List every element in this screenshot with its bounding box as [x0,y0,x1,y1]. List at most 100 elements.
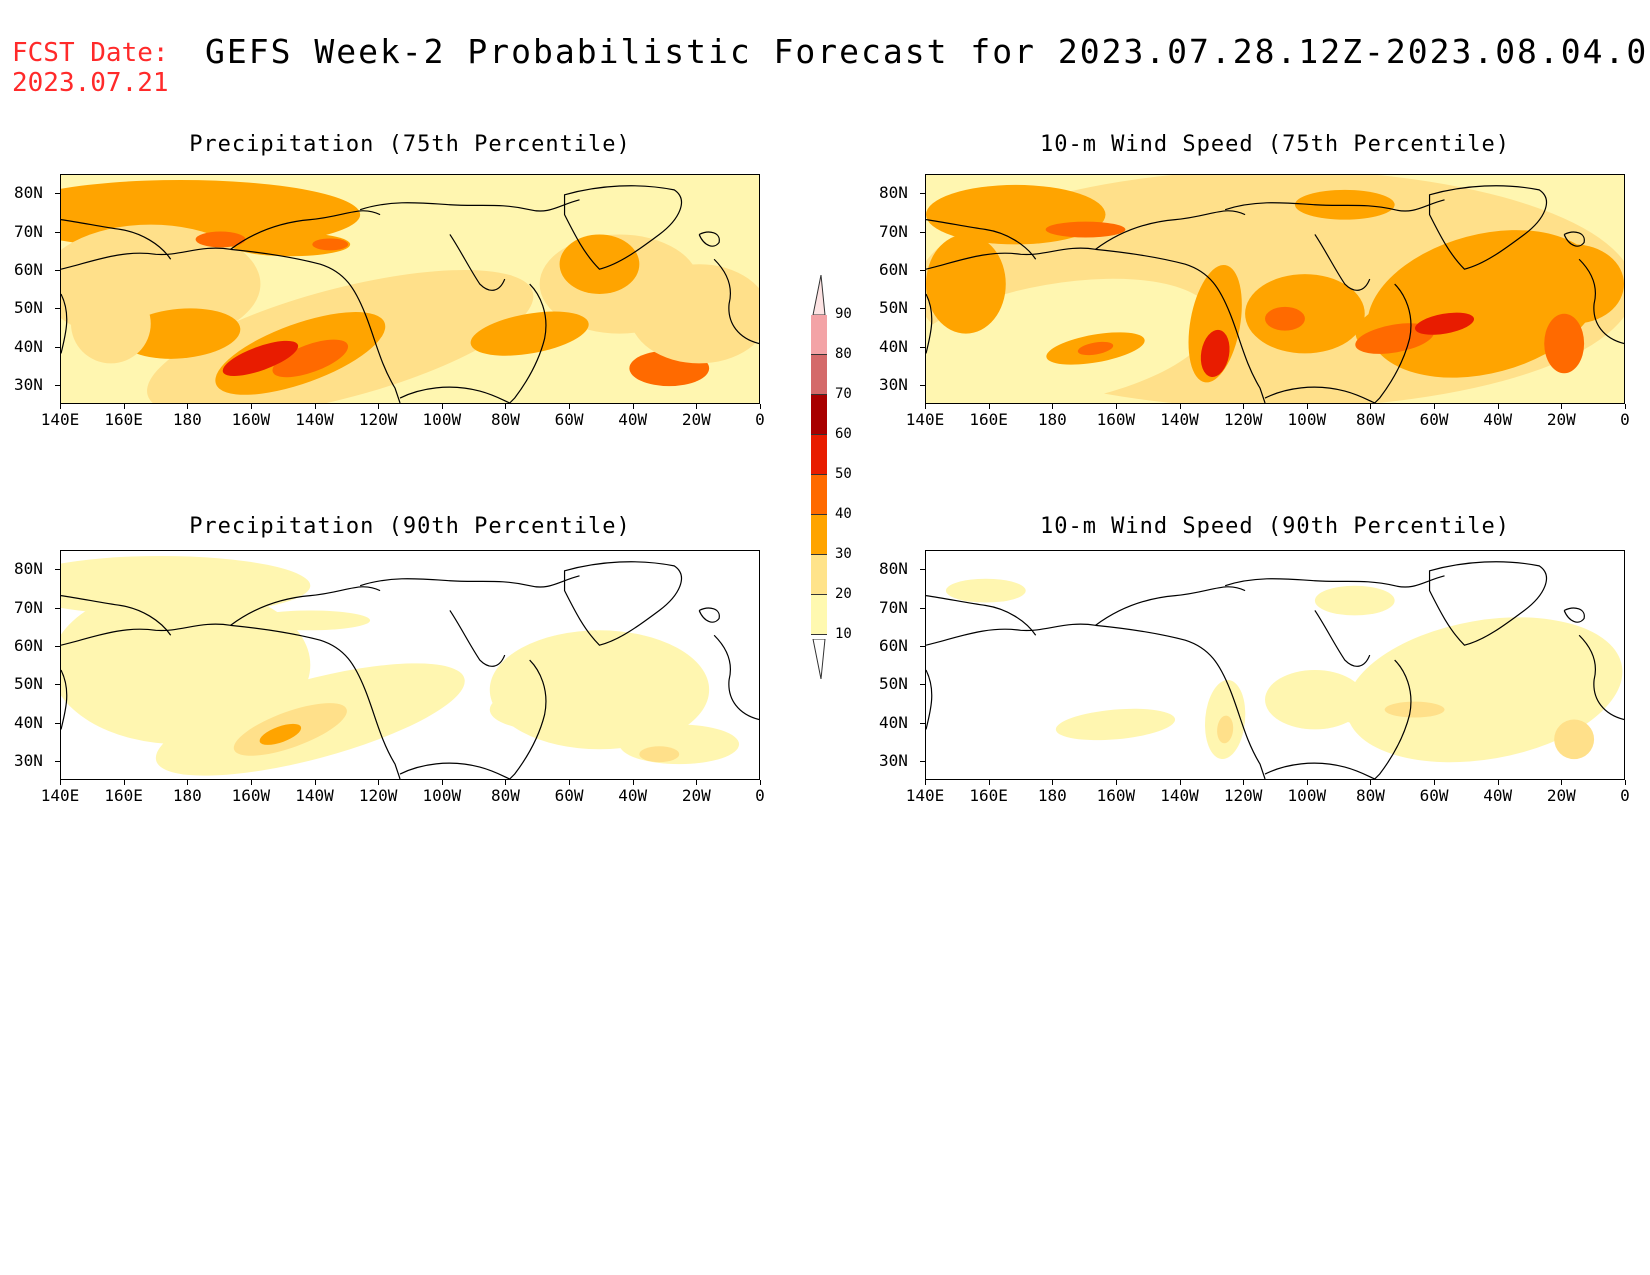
map-precip-75 [60,174,760,404]
lon-tick-label: 160E [969,410,1008,429]
lon-tick [1434,404,1436,409]
coastline-east-coast [509,283,547,403]
lon-tick [250,404,252,409]
lon-tick-label: 160E [969,786,1008,805]
probability-contour [230,232,351,257]
lon-tick-label: 180 [1037,410,1067,429]
coastline-alaska-north [230,586,381,626]
lon-tick-label: 20W [681,410,711,429]
lat-tick [55,760,60,762]
lat-tick-label: 70N [14,597,43,617]
colorbar-label: 80 [835,346,852,362]
colorbar-label: 50 [835,466,852,482]
forecast-date-label: FCST Date: [12,38,169,68]
panel-title-precip-90: Precipitation (90th Percentile) [189,514,631,539]
lat-tick [55,231,60,233]
probability-contour [1055,708,1176,741]
probability-contour [1045,221,1126,238]
lat-tick-label: 30N [879,374,908,394]
colorbar-bottom-arrow [812,639,826,679]
lon-tick-label: 80W [491,410,520,429]
coastline-greenland [563,185,683,270]
map-canvas [61,551,759,779]
lat-tick [55,269,60,271]
coastline-arctic-islands [1224,199,1445,212]
probability-contour [1200,329,1230,377]
lat-tick [55,569,60,571]
lon-tick [1625,404,1626,409]
lat-tick-label: 50N [14,298,43,318]
lon-tick [1306,780,1308,785]
coastline-asia [926,293,933,354]
lon-tick-label: 120W [1223,410,1263,429]
coastline-iceland [698,607,720,623]
lat-tick-label: 60N [879,635,908,655]
lon-tick-label: 40W [1483,786,1513,805]
lon-tick-label: 160E [104,786,143,805]
lon-tick [1115,780,1117,785]
lon-tick [1115,404,1117,409]
coastline-north-america-west [926,247,1266,403]
lon-tick [1243,780,1245,785]
lat-tick-label: 80N [14,559,43,579]
coastline-siberia [926,219,1037,260]
panel-title-precip-75: Precipitation (75th Percentile) [189,132,631,157]
coastline-alaska-north [1095,210,1246,250]
lat-tick [920,308,925,310]
coastline-arctic-islands [359,199,580,212]
lon-tick-label: 100W [422,786,462,805]
colorbar-label: 70 [835,386,852,402]
lat-tick-label: 70N [879,597,908,617]
lon-tick-label: 100W [1287,786,1327,805]
coastline-iceland [1563,231,1585,247]
lat-tick [55,346,60,348]
coastline-iceland [698,231,720,247]
lon-tick [250,780,252,785]
map-wind-75 [925,174,1625,404]
probability-contour [926,234,1006,334]
coastline-asia [61,669,68,730]
probability-contour [1265,306,1305,331]
colorbar-segment [811,315,827,355]
lat-tick-label: 80N [879,559,908,579]
lon-tick [760,404,761,409]
lat-tick [55,722,60,724]
lon-tick-label: 140E [40,410,80,429]
lon-tick [1497,404,1499,409]
coastline-east-coast [509,659,547,779]
lon-tick-label: 120W [1223,786,1263,805]
probability-contour [1314,585,1395,616]
coastline-north-america-west [926,623,1266,779]
coastline-siberia [926,595,1037,636]
lon-tick-label: 0 [755,410,765,429]
lon-tick [632,780,634,785]
lon-tick-label: 160W [231,786,271,805]
lat-tick-label: 80N [14,183,43,203]
map-precip-90 [60,550,760,780]
lon-tick-label: 140W [1160,786,1199,805]
coastline-gulf [399,762,510,779]
lat-tick-label: 60N [879,259,908,279]
probability-contour [1544,313,1585,374]
coastline-greenland [1428,561,1548,646]
lon-tick [1370,780,1372,785]
lon-tick-label: 20W [1546,786,1576,805]
lon-tick [314,404,316,409]
lon-tick-label: 20W [681,786,711,805]
lat-tick [920,645,925,647]
lon-tick [1052,780,1054,785]
lat-tick [920,684,925,686]
coastline-europe [713,634,759,721]
colorbar-segment [811,515,827,555]
coastline-iceland [1563,607,1585,623]
coastline-gulf [1264,386,1375,403]
colorbar-top-arrow [812,275,826,315]
coastline-europe [713,258,759,345]
lat-tick [55,607,60,609]
lon-tick [988,780,990,785]
lon-tick [505,780,507,785]
lon-tick [1434,780,1436,785]
coastline-alaska-north [1095,586,1246,626]
lon-tick-label: 60W [554,410,584,429]
probability-contour [559,234,640,294]
